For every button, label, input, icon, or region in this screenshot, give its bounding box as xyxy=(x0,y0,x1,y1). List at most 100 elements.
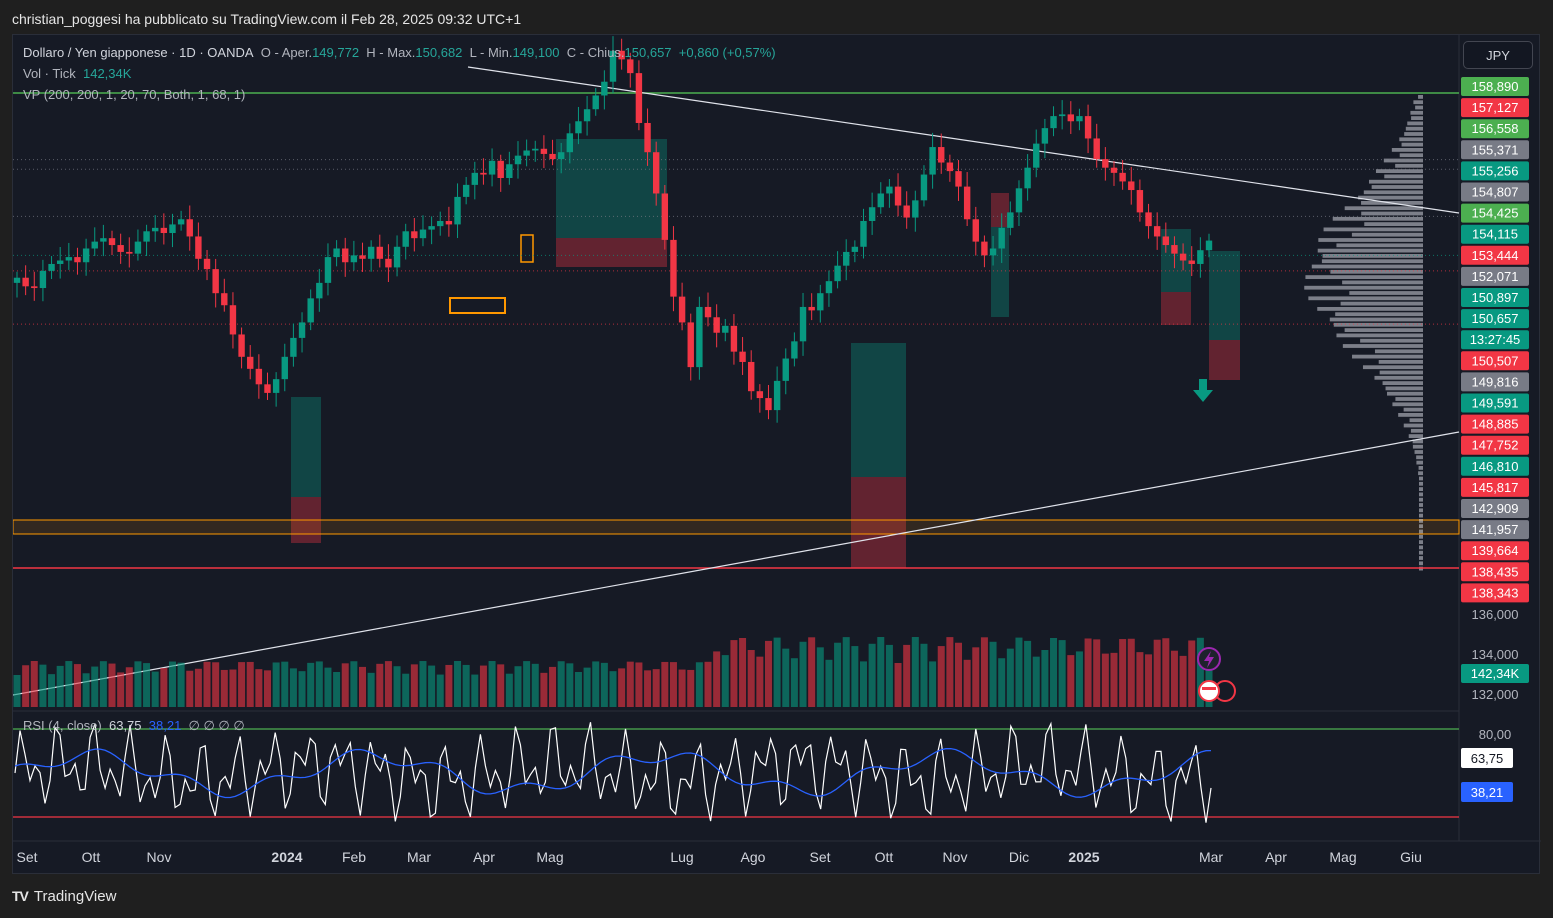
volume-bar-96 xyxy=(842,637,850,707)
candle-body-5 xyxy=(56,260,64,264)
candle-body-40 xyxy=(359,255,366,259)
price-label-text-4: 155,256 xyxy=(1472,163,1519,178)
volume-bar-29 xyxy=(263,670,271,707)
volume-bar-87 xyxy=(764,640,772,707)
candle-body-52 xyxy=(462,184,470,197)
price-chart[interactable]: 158,890 157,127 156,558 155,371 155,256 154,8… xyxy=(13,35,1541,875)
price-label-text-10: 150,897 xyxy=(1472,290,1519,305)
volume-bar-136 xyxy=(1188,640,1196,707)
currency-button[interactable]: JPY xyxy=(1463,41,1533,69)
vp-bar-39 xyxy=(1340,301,1423,306)
volume-bar-72 xyxy=(635,662,643,707)
candle-body-24 xyxy=(221,293,228,306)
volume-bar-92 xyxy=(808,637,816,707)
volume-bar-39 xyxy=(350,661,358,707)
volume-bar-66 xyxy=(583,667,591,707)
volume-bar-116 xyxy=(1015,637,1023,707)
vp-bar-83 xyxy=(1419,534,1423,539)
vp-bar-43 xyxy=(1333,322,1423,327)
price-label-bg-4 xyxy=(1461,161,1529,181)
candle-body-111 xyxy=(972,219,979,242)
candle-body-44 xyxy=(393,246,401,268)
time-tick-10: Set xyxy=(809,849,830,865)
volume-bar-114 xyxy=(998,658,1006,707)
volume-bar-122 xyxy=(1067,655,1075,707)
rsi-legend[interactable]: RSI (4, close) 63,75 38,21 ∅ ∅ ∅ ∅ xyxy=(23,718,245,734)
candle-body-65 xyxy=(575,121,582,134)
volume-bar-15 xyxy=(143,663,151,707)
vp-bar-25 xyxy=(1323,227,1423,232)
vp-bar-31 xyxy=(1321,259,1423,264)
rsi-value-text: 63,75 xyxy=(1471,751,1504,766)
rsi-ma-text: 38,21 xyxy=(1471,785,1504,800)
candle-body-15 xyxy=(143,231,150,242)
candle-body-34 xyxy=(307,298,314,323)
candle-body-86 xyxy=(756,391,764,399)
volume-bar-21 xyxy=(194,668,202,707)
brand-name: TradingView xyxy=(33,887,117,905)
volume-bar-22 xyxy=(203,661,211,707)
price-label-15: 149,591 xyxy=(1461,393,1529,413)
chart-panel[interactable]: 158,890 157,127 156,558 155,371 155,256 154,8… xyxy=(12,34,1541,875)
price-label-bg-23 xyxy=(1461,562,1529,582)
volume-bar-103 xyxy=(903,644,911,707)
price-label-bg-12 xyxy=(1461,330,1529,350)
volume-bar-106 xyxy=(929,661,937,707)
volume-bar-33 xyxy=(298,671,306,707)
candle-body-114 xyxy=(998,227,1005,249)
candle-body-103 xyxy=(903,205,910,218)
candle-body-95 xyxy=(834,265,841,282)
price-label-10: 150,897 xyxy=(1461,288,1529,307)
price-label-16: 148,885 xyxy=(1461,414,1529,434)
volume-bar-63 xyxy=(557,661,565,707)
horizontal-levels xyxy=(13,92,1459,569)
volume-bar-90 xyxy=(790,658,798,707)
volume-bar-2 xyxy=(30,661,38,707)
candle-body-39 xyxy=(350,255,358,263)
zone-2 xyxy=(556,139,667,238)
price-label-text-2: 156,558 xyxy=(1472,121,1519,136)
volume-bar-55 xyxy=(488,661,496,707)
vp-bar-64 xyxy=(1408,434,1423,438)
volume-bar-105 xyxy=(920,643,928,707)
vp-bar-65 xyxy=(1412,439,1423,444)
candle-body-74 xyxy=(652,152,660,194)
volume-legend[interactable]: Vol · Tick 142,34K xyxy=(23,66,131,81)
price-label-text-15: 149,591 xyxy=(1472,396,1519,411)
candle-body-11 xyxy=(108,238,116,246)
symbol-label[interactable]: Dollaro / Yen giapponese · 1D · OANDA xyxy=(23,45,254,60)
rsi-ma-bg xyxy=(1461,782,1513,802)
price-label-1: 157,127 xyxy=(1461,98,1529,118)
candle-body-136 xyxy=(1188,260,1195,264)
price-label-text-23: 138,435 xyxy=(1472,564,1519,579)
price-label-2: 156,558 xyxy=(1461,119,1529,139)
vp-bar-79 xyxy=(1419,513,1423,518)
vp-legend[interactable]: VP (200, 200, 1, 20, 70, Both, 1, 68, 1) xyxy=(23,87,245,102)
vp-bar-88 xyxy=(1419,561,1423,566)
candle-body-96 xyxy=(843,251,850,266)
volume-bar-125 xyxy=(1093,639,1101,707)
volume-bar-62 xyxy=(549,666,557,707)
candle-body-62 xyxy=(549,153,556,160)
volume-bar-121 xyxy=(1058,640,1066,707)
candle-body-60 xyxy=(532,148,539,151)
candle-body-113 xyxy=(989,248,997,256)
price-label-text-24: 138,343 xyxy=(1472,585,1519,600)
price-label-bg-14 xyxy=(1461,372,1529,392)
vp-bar-62 xyxy=(1403,423,1423,428)
vp-bar-40 xyxy=(1317,307,1423,311)
volume-bar-69 xyxy=(609,671,617,707)
volume-bar-41 xyxy=(367,672,375,707)
candle-body-29 xyxy=(264,384,271,393)
volume-bar-86 xyxy=(756,656,764,707)
vp-bar-49 xyxy=(1352,354,1423,359)
candle-body-124 xyxy=(1084,116,1092,139)
vp-bar-28 xyxy=(1336,243,1423,248)
zone-4 xyxy=(851,343,906,477)
volume-bar-36 xyxy=(324,667,332,707)
low-value: 149,100 xyxy=(512,45,560,60)
price-label-7: 154,115 xyxy=(1461,224,1529,244)
candle-body-81 xyxy=(713,317,720,333)
volume-value: 142,34K xyxy=(82,66,132,81)
time-tick-18: Giu xyxy=(1400,849,1422,865)
